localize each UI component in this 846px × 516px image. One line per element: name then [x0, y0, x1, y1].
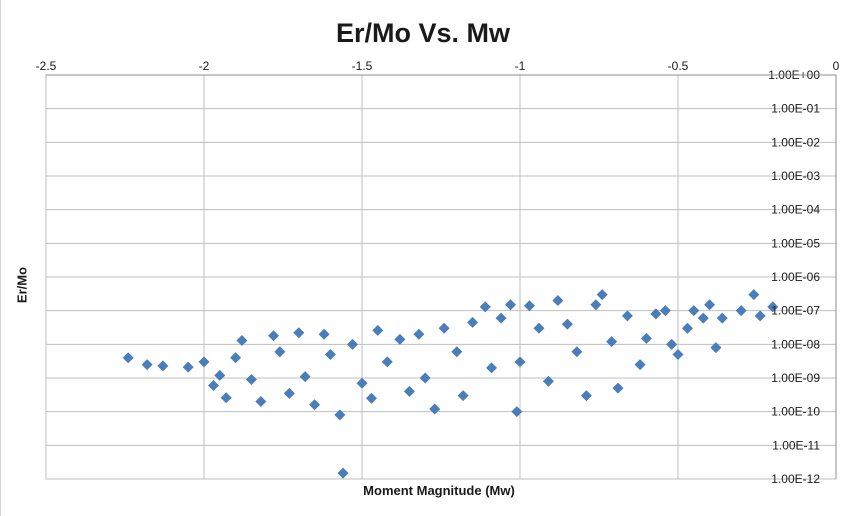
data-point — [394, 333, 406, 345]
data-point — [735, 305, 747, 317]
data-point — [419, 372, 431, 384]
y-tick-label: 1.00E-03 — [771, 169, 820, 183]
data-point — [681, 322, 693, 334]
data-point — [561, 318, 573, 330]
data-point — [236, 334, 248, 346]
y-tick-label: 1.00E-05 — [771, 236, 820, 250]
data-point — [672, 348, 684, 360]
data-point — [283, 387, 295, 399]
x-tick-label: -2.5 — [36, 59, 57, 73]
data-point — [457, 390, 469, 402]
data-point — [334, 409, 346, 421]
data-point — [347, 338, 359, 350]
data-point — [198, 356, 210, 368]
data-point — [337, 467, 349, 479]
data-point — [590, 299, 602, 311]
data-point — [356, 377, 368, 389]
data-point — [767, 301, 779, 313]
data-point — [293, 327, 305, 339]
data-point — [511, 406, 523, 418]
x-tick-label: -1 — [515, 59, 526, 73]
data-point — [268, 330, 280, 342]
axes: -2.5 -2 -1.5 -1 -0.5 01.00E+001.00E-011.00E-0… — [36, 59, 840, 486]
data-point — [403, 385, 415, 397]
x-tick-label: 0 — [833, 59, 840, 73]
data-point — [324, 348, 336, 360]
data-point — [659, 305, 671, 317]
data-point — [596, 289, 608, 301]
data-point — [606, 336, 618, 348]
data-point — [318, 328, 330, 340]
data-point — [640, 332, 652, 344]
data-point — [704, 299, 716, 311]
data-point — [230, 352, 242, 364]
data-point — [381, 356, 393, 368]
x-tick-label: -1.5 — [352, 59, 373, 73]
data-point — [666, 338, 678, 350]
y-tick-label: 1.00E-10 — [771, 405, 820, 419]
data-point — [710, 342, 722, 354]
data-point — [245, 374, 257, 386]
data-point — [438, 322, 450, 334]
data-point — [533, 322, 545, 334]
data-point — [688, 305, 700, 317]
data-point — [309, 399, 321, 411]
data-point — [650, 308, 662, 320]
y-tick-label: 1.00E-04 — [771, 203, 820, 217]
y-tick-label: 1.00E-01 — [771, 102, 820, 116]
data-point — [523, 300, 535, 312]
data-point — [697, 312, 709, 324]
data-point — [299, 371, 311, 383]
x-tick-label: -0.5 — [668, 59, 689, 73]
grid-lines — [45, 74, 837, 480]
chart-title: Er/Mo Vs. Mw — [335, 18, 511, 48]
data-point — [571, 346, 583, 358]
y-tick-label: 1.00E-08 — [771, 337, 820, 351]
y-tick-label: 1.00E-12 — [771, 472, 820, 486]
data-point — [274, 346, 286, 358]
data-point — [413, 328, 425, 340]
data-point — [754, 310, 766, 322]
data-point — [467, 316, 479, 328]
data-point — [612, 382, 624, 394]
data-point — [542, 375, 554, 387]
data-point — [486, 362, 498, 374]
data-points — [122, 289, 779, 479]
y-tick-label: 1.00E-09 — [771, 371, 820, 385]
data-point — [214, 369, 226, 381]
data-point — [157, 360, 169, 372]
data-point — [220, 392, 232, 404]
x-axis-title: Moment Magnitude (Mw) — [363, 483, 515, 498]
data-point — [748, 289, 760, 301]
data-point — [552, 295, 564, 307]
data-point — [621, 310, 633, 322]
data-point — [255, 396, 267, 408]
data-point — [429, 403, 441, 415]
data-point — [141, 359, 153, 371]
data-point — [451, 346, 463, 358]
y-tick-label: 1.00E-07 — [771, 304, 820, 318]
data-point — [634, 359, 646, 371]
data-point — [495, 312, 507, 324]
y-tick-label: 1.00E-06 — [771, 270, 820, 284]
data-point — [505, 299, 517, 311]
data-point — [479, 301, 491, 313]
data-point — [580, 390, 592, 402]
data-point — [372, 324, 384, 336]
x-tick-label: -2 — [199, 59, 210, 73]
data-point — [182, 361, 194, 373]
data-point — [365, 392, 377, 404]
data-point — [207, 379, 219, 391]
data-point — [122, 352, 134, 364]
data-point — [716, 312, 728, 324]
y-tick-label: 1.00E-02 — [771, 135, 820, 149]
data-point — [514, 356, 526, 368]
y-tick-label: 1.00E-11 — [772, 438, 820, 452]
